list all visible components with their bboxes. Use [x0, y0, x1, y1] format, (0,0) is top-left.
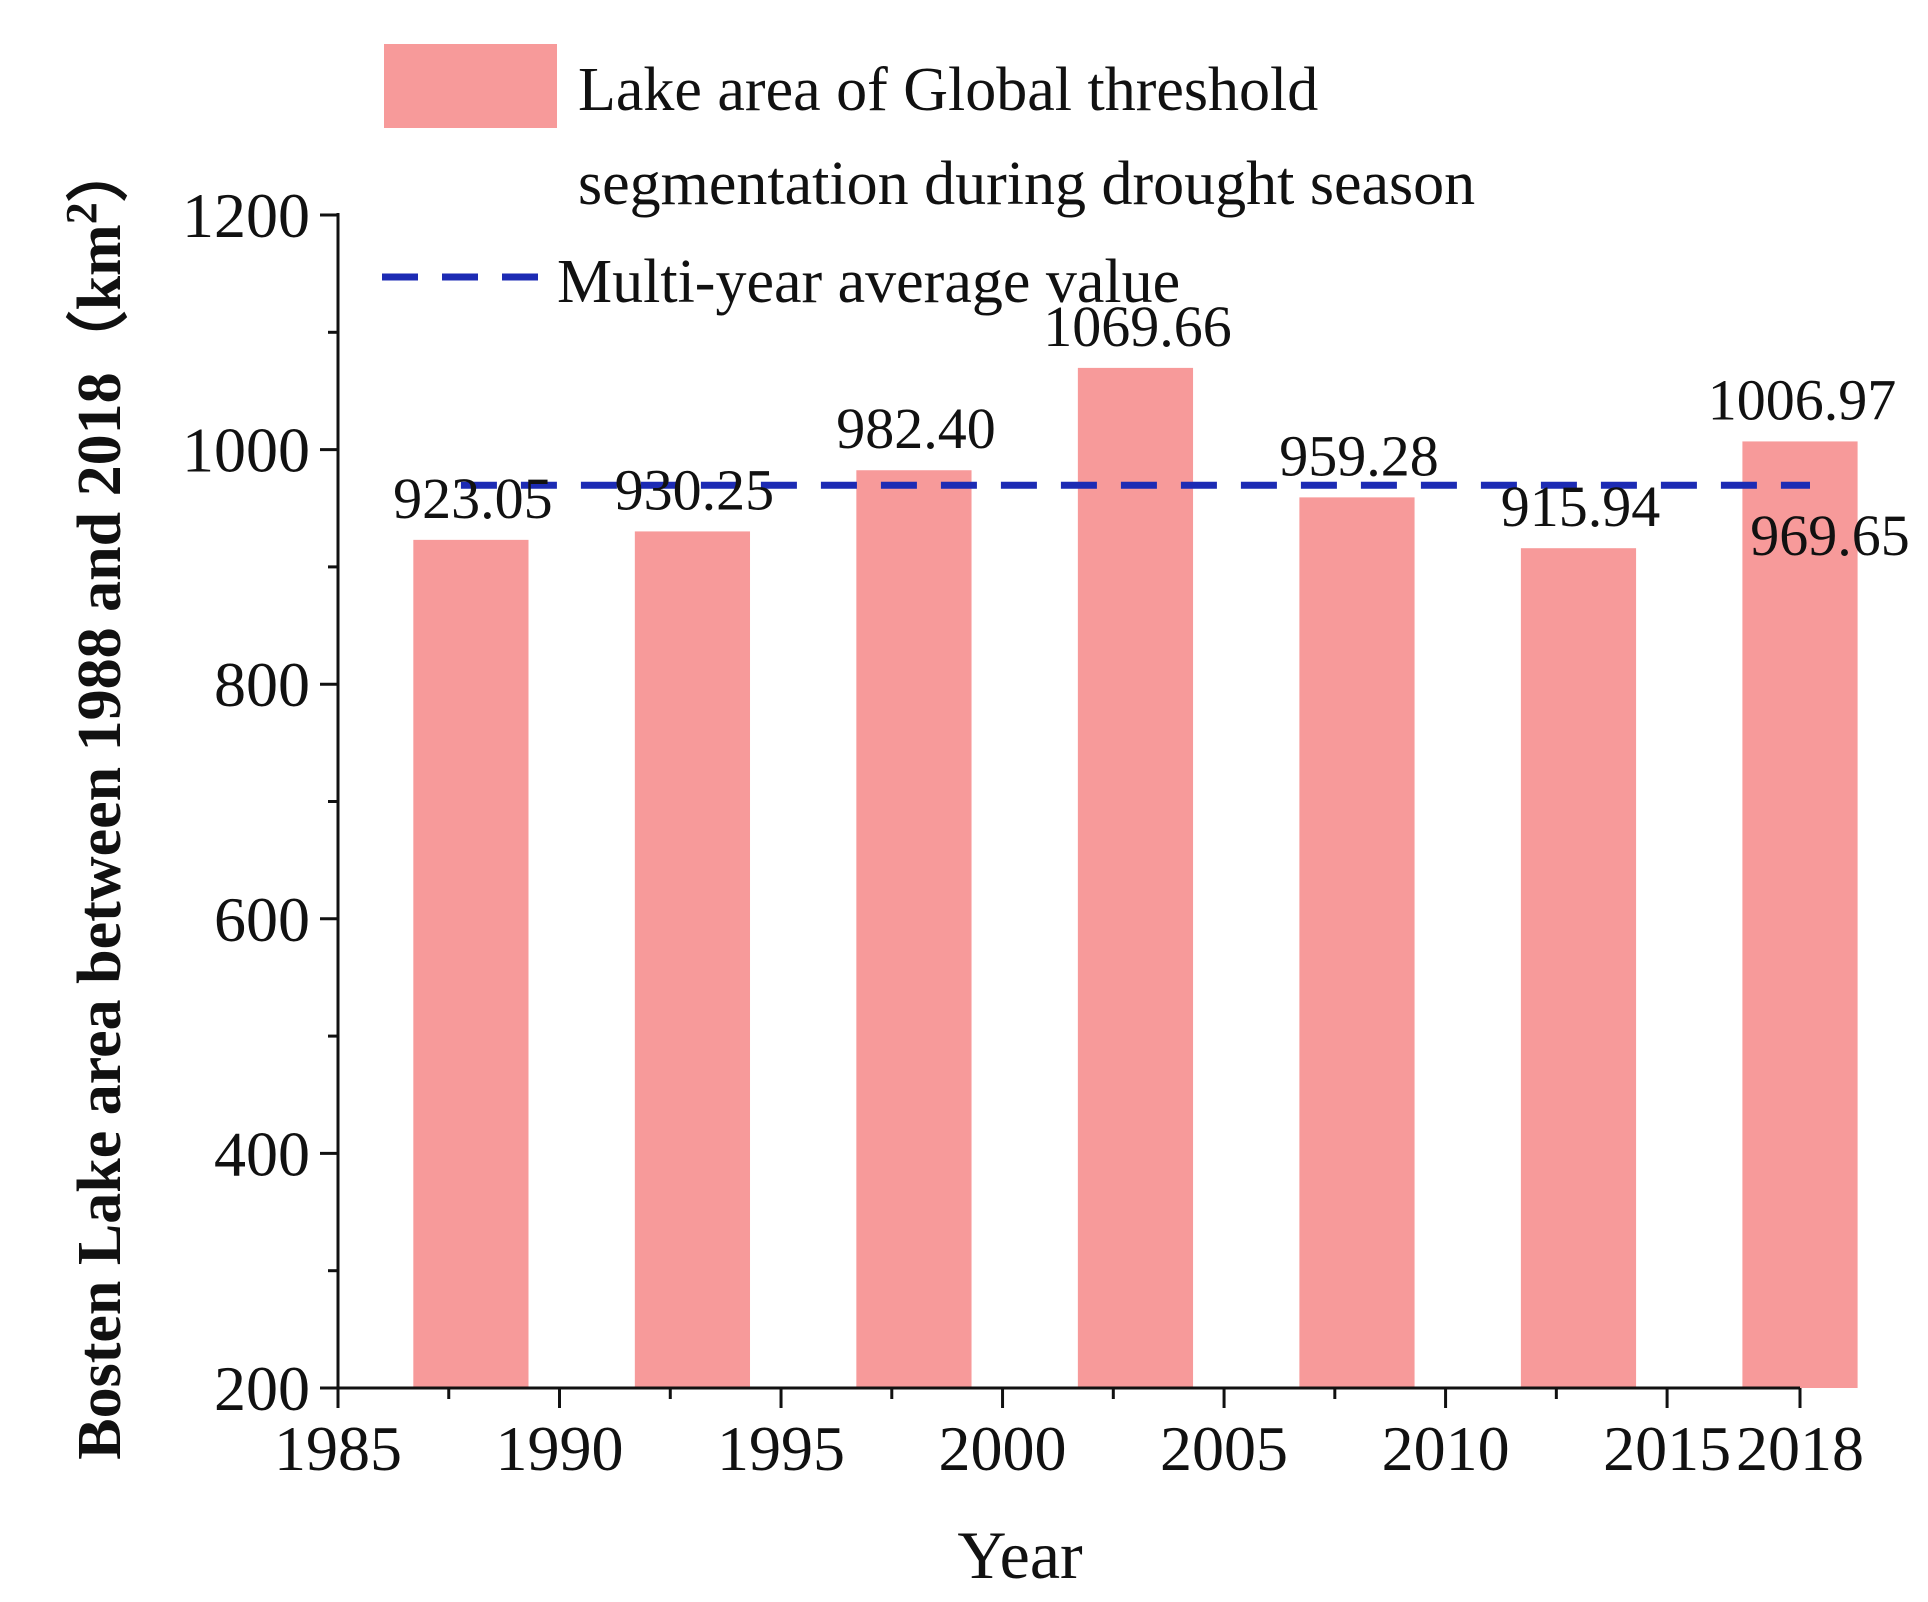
legend-bar-swatch [384, 44, 557, 128]
x-tick-label-1995: 1995 [717, 1413, 845, 1484]
bar-2008 [1299, 497, 1415, 1388]
x-tick-label-1990: 1990 [496, 1413, 624, 1484]
data-label-1993: 930.25 [615, 457, 775, 522]
x-tick-label-2005: 2005 [1160, 1413, 1288, 1484]
x-tick-label-2015: 2015 [1603, 1413, 1731, 1484]
average-value-label: 969.65 [1750, 503, 1910, 568]
data-labels: 923.05 930.25 982.40 1069.66 959.28 915.94 100… [393, 294, 1910, 568]
y-tick-label-1000: 1000 [182, 415, 310, 486]
legend-average-label: Multi-year average value [557, 248, 1180, 316]
y-axis-title-unit-close: ） [64, 140, 134, 202]
bar-2013 [1520, 548, 1637, 1388]
data-label-1998: 982.40 [836, 396, 996, 461]
legend-bar-label-line1: Lake area of Global threshold [578, 56, 1318, 124]
bar-2003 [1077, 367, 1194, 1389]
data-label-2013: 915.94 [1501, 474, 1661, 539]
bar-1988 [413, 539, 529, 1388]
y-tick-label-1200: 1200 [182, 180, 310, 251]
x-tick-label-2010: 2010 [1382, 1413, 1510, 1484]
bar-2018 [1742, 441, 1858, 1388]
y-tick-label-200: 200 [214, 1353, 310, 1424]
bar-1993 [634, 531, 751, 1388]
x-tick-label-1985: 1985 [274, 1413, 402, 1484]
y-axis-title-unit-open: （km [64, 224, 134, 372]
y-tick-label-600: 600 [214, 884, 310, 955]
x-tick-label-2018: 2018 [1736, 1413, 1864, 1484]
y-tick-label-800: 800 [214, 649, 310, 720]
bar-1998 [856, 470, 972, 1388]
y-axis-title: Bosten Lake area between 1988 and 2018（k… [57, 140, 135, 1459]
data-label-1988: 923.05 [393, 466, 553, 531]
legend-bar-label-line2: segmentation during drought season [578, 150, 1475, 218]
data-label-2008: 959.28 [1279, 423, 1439, 488]
data-label-2018: 1006.97 [1708, 367, 1897, 432]
legend: Lake area of Global threshold segmentati… [382, 44, 1475, 316]
axes: 200 400 600 800 1000 1200 1985 1990 1995 2000 2005… [182, 180, 1864, 1484]
x-tick-label-2000: 2000 [939, 1413, 1067, 1484]
y-axis-title-main: Bosten Lake area between 1988 and 2018 [66, 372, 134, 1459]
data-label-2003: 1069.66 [1043, 294, 1232, 359]
y-tick-label-400: 400 [214, 1118, 310, 1189]
y-axis-title-unit-sup: 2 [57, 202, 106, 224]
x-axis-title: Year [957, 1517, 1083, 1593]
bars-layer [413, 367, 1858, 1389]
